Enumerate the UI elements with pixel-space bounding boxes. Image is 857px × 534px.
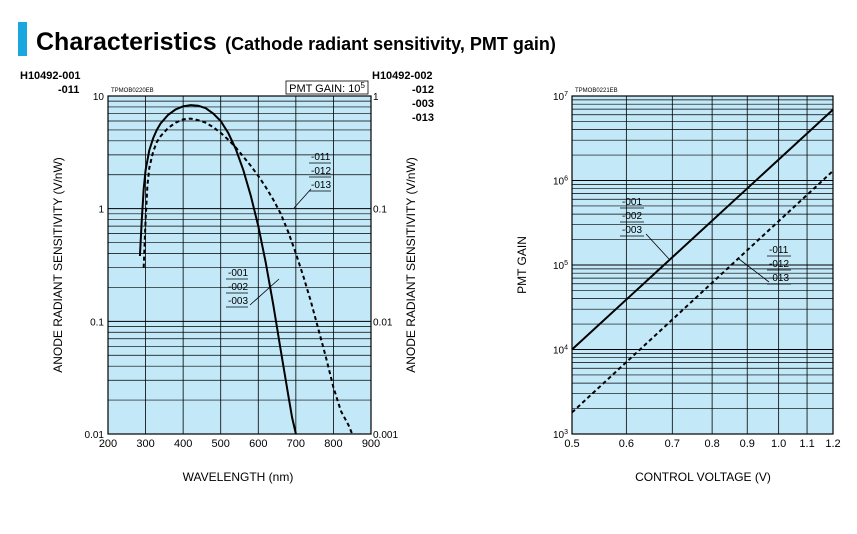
chart-code: TPMOB0220EB	[111, 88, 154, 94]
x-tick-label: 0.8	[704, 438, 719, 450]
left-model-1: H10492-001	[20, 70, 81, 82]
y-axis-label: PMT GAIN	[515, 236, 529, 294]
series-011-label: -013	[769, 273, 789, 284]
series-line-001	[138, 104, 297, 435]
series-011-label: -012	[769, 259, 789, 270]
y-tick-label-right: 0.01	[373, 317, 393, 328]
y-tick-label-left: 10	[93, 92, 105, 103]
x-tick-label: 1.0	[771, 438, 786, 450]
x-tick-label: 400	[174, 438, 192, 450]
series-001-label: -003	[622, 225, 642, 236]
series-011-leader	[293, 188, 312, 209]
y-axis-label-right: ANODE RADIANT SENSITIVITY (V/nW)	[404, 157, 418, 373]
y-tick-label-left: 1	[98, 205, 104, 216]
right-model-1: H10492-002	[372, 70, 433, 82]
series-001-leader	[249, 278, 280, 306]
title-sub: (Cathode radiant sensitivity, PMT gain)	[225, 34, 556, 54]
x-tick-label: 0.6	[619, 438, 634, 450]
pmt-gain-label: PMT GAIN: 105	[289, 81, 365, 95]
series-011-label: -011	[311, 152, 331, 163]
y-axis-label-left: ANODE RADIANT SENSITIVITY (V/nW)	[51, 157, 65, 373]
x-tick-label: 1.1	[799, 438, 814, 450]
x-axis-label: WAVELENGTH (nm)	[183, 470, 294, 484]
x-tick-label: 200	[99, 438, 117, 450]
series-011-label: -013	[311, 180, 331, 191]
title-main: Characteristics	[36, 28, 217, 56]
series-001-label: -003	[228, 296, 248, 307]
x-tick-label: 900	[362, 438, 380, 450]
x-tick-label: 700	[287, 438, 305, 450]
plot-frame	[571, 95, 834, 435]
x-tick-label: 0.9	[740, 438, 755, 450]
series-line-011	[571, 170, 834, 414]
right-model-3: -003	[412, 98, 435, 110]
x-tick-label: 800	[324, 438, 342, 450]
right-model-2: -012	[412, 84, 435, 96]
right-model-4: -013	[412, 112, 435, 124]
x-tick-label: 500	[212, 438, 230, 450]
series-011-leader	[738, 258, 770, 283]
series-001-label: -001	[228, 268, 248, 279]
title-accent-bar	[18, 22, 27, 56]
series-001-label: -002	[228, 282, 248, 293]
page-title: Characteristics (Cathode radiant sensiti…	[36, 28, 556, 57]
series-line-001	[571, 108, 834, 351]
y-tick-label: 106	[553, 176, 568, 188]
y-tick-label-left: 0.01	[85, 430, 105, 441]
x-tick-label: 1.2	[825, 438, 840, 450]
y-tick-label: 107	[553, 91, 568, 103]
plot-area	[108, 96, 371, 434]
pmt-gain-box	[285, 80, 369, 95]
x-tick-label: 0.7	[665, 438, 680, 450]
left-model-2: -011	[58, 84, 80, 96]
x-tick-label: 0.5	[564, 438, 579, 450]
x-axis-label: CONTROL VOLTAGE (V)	[635, 470, 771, 484]
series-011-label: -011	[769, 245, 789, 256]
chart-code: TPMOB0221EB	[575, 88, 618, 94]
plot-frame	[107, 95, 372, 435]
y-tick-label: 104	[553, 345, 568, 357]
y-tick-label-right: 0.001	[373, 430, 398, 441]
y-tick-label: 103	[553, 429, 568, 441]
x-tick-label: 600	[249, 438, 267, 450]
series-line-011	[142, 117, 354, 435]
y-tick-label: 105	[553, 260, 568, 272]
y-tick-label-left: 0.1	[90, 317, 104, 328]
y-tick-label-right: 0.1	[373, 205, 387, 216]
series-001-label: -002	[622, 211, 642, 222]
x-tick-label: 300	[136, 438, 154, 450]
series-001-label: -001	[622, 197, 642, 208]
series-011-label: -012	[311, 166, 331, 177]
y-tick-label-right: 1	[373, 92, 379, 103]
series-001-leader	[645, 233, 670, 260]
